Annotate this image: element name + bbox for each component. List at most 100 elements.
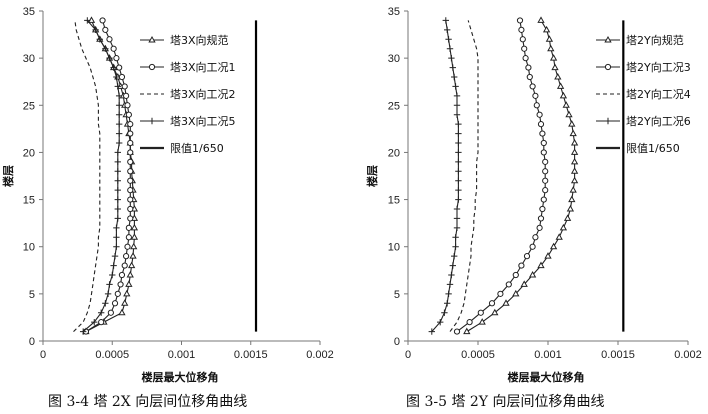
- data-point: [536, 111, 543, 118]
- legend-label: 限值1/650: [170, 142, 224, 155]
- figure-caption: 图 3-5 塔 2Y 向层间位移角曲线: [406, 394, 605, 410]
- y-axis-title: 楼层: [365, 165, 379, 187]
- y-tick-label: 0: [394, 336, 400, 348]
- data-point: [111, 252, 119, 260]
- data-point: [109, 271, 116, 279]
- x-tick-label: 0.001: [168, 349, 196, 361]
- data-point: [110, 262, 117, 269]
- data-point: [497, 290, 504, 297]
- data-point: [115, 130, 123, 137]
- legend-label: 塔3X向工况1: [170, 60, 236, 74]
- data-point: [114, 290, 121, 297]
- legend-label: 限值1/650: [626, 142, 680, 155]
- x-tick-label: 0.002: [674, 349, 702, 361]
- legend-label: 塔3X向工况2: [170, 87, 236, 101]
- series-2: [82, 17, 134, 335]
- data-point: [428, 328, 435, 335]
- legend-label: 塔3X向规范: [170, 33, 229, 47]
- data-point: [542, 168, 549, 175]
- data-point: [549, 54, 558, 61]
- data-point: [127, 215, 134, 222]
- y-tick-label: 15: [388, 195, 400, 207]
- data-point: [565, 110, 573, 118]
- data-point: [442, 17, 449, 24]
- legend-marker: [604, 35, 612, 43]
- data-point: [84, 17, 91, 24]
- data-point: [123, 253, 130, 260]
- data-point: [570, 176, 579, 184]
- series-2: [453, 17, 549, 335]
- data-point: [114, 158, 121, 166]
- data-point: [512, 289, 520, 297]
- data-point: [551, 63, 559, 71]
- data-point: [113, 73, 120, 81]
- data-point: [516, 17, 524, 24]
- data-point: [130, 233, 139, 240]
- data-point: [127, 261, 136, 269]
- data-point: [544, 252, 552, 259]
- data-point: [455, 186, 462, 194]
- y-tick-label: 30: [388, 53, 400, 65]
- data-point: [126, 270, 134, 278]
- data-point: [106, 281, 113, 288]
- data-point: [97, 309, 105, 316]
- data-point: [114, 205, 121, 213]
- x-tick-label: 0.0005: [95, 349, 129, 361]
- data-point: [537, 121, 545, 128]
- chart-2: 0 5 10 15 20 25 30 35 0 0.0005 0.001 0.0015 0.002 楼层最…: [365, 6, 702, 410]
- data-point: [463, 327, 471, 335]
- data-point: [113, 234, 120, 241]
- data-point: [559, 91, 568, 99]
- series-line: [82, 20, 120, 333]
- data-point: [563, 214, 572, 221]
- data-point: [532, 234, 539, 241]
- x-tick-label: 0.001: [534, 349, 562, 361]
- data-point: [452, 234, 459, 241]
- data-point: [437, 318, 444, 326]
- series-4: [79, 17, 123, 335]
- data-point: [115, 102, 123, 109]
- data-point: [549, 242, 558, 250]
- data-point: [127, 177, 134, 184]
- data-point: [455, 177, 462, 184]
- data-point: [452, 243, 459, 250]
- legend-marker: [148, 117, 156, 125]
- x-axis-title: 楼层最大位移角: [142, 370, 219, 384]
- data-point: [453, 328, 461, 335]
- data-point: [106, 36, 113, 43]
- data-point: [451, 73, 458, 81]
- x-axis-title: 楼层最大位移角: [508, 370, 585, 384]
- data-point: [114, 186, 121, 194]
- data-point: [110, 64, 117, 71]
- data-point: [102, 45, 109, 52]
- series-line: [431, 20, 459, 332]
- series-line: [85, 20, 131, 333]
- legend-label: 塔2Y向工况4: [626, 87, 691, 101]
- data-point: [455, 130, 462, 137]
- data-point: [127, 205, 134, 213]
- data-point: [446, 281, 454, 288]
- data-point: [453, 215, 461, 222]
- data-point: [537, 261, 545, 269]
- data-point: [452, 83, 459, 90]
- data-point: [121, 83, 128, 90]
- data-point: [125, 224, 132, 231]
- data-point: [123, 92, 130, 99]
- data-point: [455, 196, 462, 203]
- data-point: [477, 309, 484, 316]
- legend-label: 塔2Y向工况6: [626, 114, 691, 128]
- data-point: [130, 223, 139, 231]
- data-point: [539, 205, 546, 213]
- series-line: [466, 20, 576, 333]
- data-point: [520, 280, 528, 287]
- data-point: [113, 55, 120, 62]
- y-tick-label: 30: [23, 53, 35, 65]
- data-point: [445, 36, 452, 43]
- x-tick-label: 0: [405, 349, 411, 361]
- data-point: [114, 196, 121, 203]
- x-tick-label: 0.0015: [234, 349, 268, 361]
- data-point: [512, 271, 519, 279]
- data-point: [115, 111, 123, 118]
- data-point: [444, 300, 451, 307]
